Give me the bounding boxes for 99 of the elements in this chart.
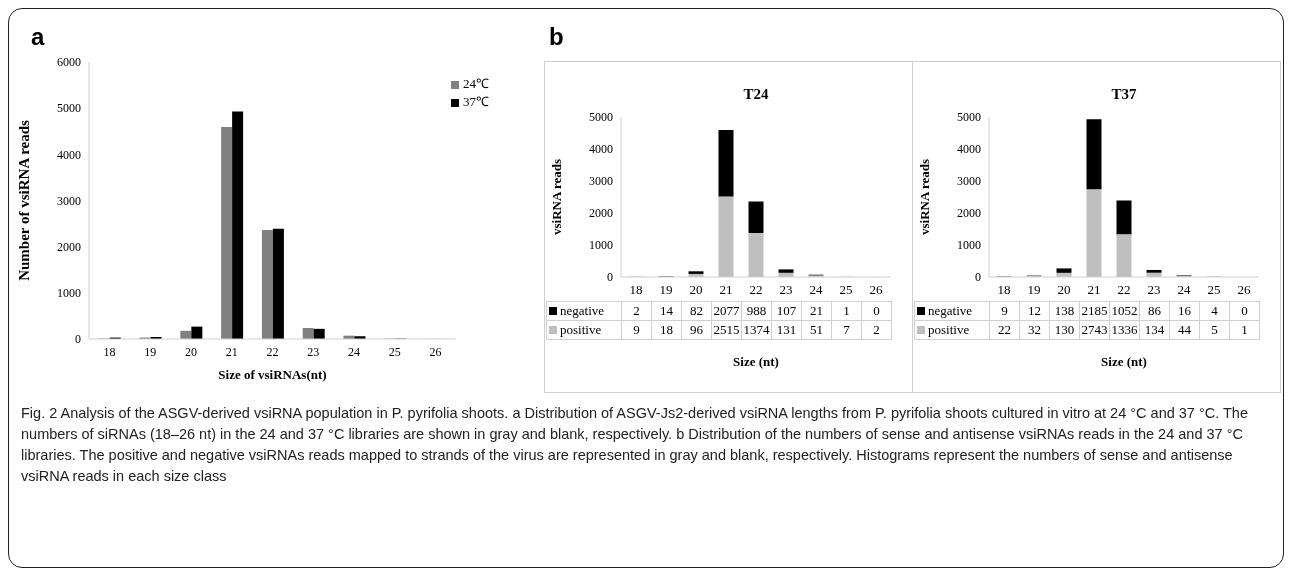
data-label: 0 bbox=[1229, 301, 1260, 321]
data-label: 5 bbox=[1199, 320, 1230, 340]
y-tick-label: 3000 bbox=[957, 174, 981, 189]
x-tick-label: 19 bbox=[659, 282, 673, 298]
x-tick-label: 22 bbox=[1117, 282, 1131, 298]
data-label: 14 bbox=[651, 301, 682, 321]
data-label: 44 bbox=[1169, 320, 1200, 340]
x-tick-label: 24 bbox=[1177, 282, 1191, 298]
x-tick-label: 25 bbox=[839, 282, 853, 298]
y-axis-title: Number of vsiRNA reads bbox=[16, 119, 33, 281]
y-tick-label: 1000 bbox=[957, 238, 981, 253]
x-tick-label: 26 bbox=[1237, 282, 1251, 298]
data-label: 1374 bbox=[741, 320, 772, 340]
x-tick-label: 21 bbox=[1087, 282, 1101, 298]
data-label: 86 bbox=[1139, 301, 1170, 321]
chart-title: T37 bbox=[1110, 86, 1138, 103]
x-tick-label: 21 bbox=[225, 344, 238, 359]
y-tick-label: 0 bbox=[75, 332, 81, 347]
data-label: 130 bbox=[1049, 320, 1080, 340]
legend-label: positive bbox=[546, 320, 622, 340]
data-label: 138 bbox=[1049, 301, 1080, 321]
data-label: 18 bbox=[651, 320, 682, 340]
data-label: 2743 bbox=[1079, 320, 1110, 340]
x-tick-label: 25 bbox=[388, 344, 401, 359]
data-label: 9 bbox=[989, 301, 1020, 321]
y-tick-label: 2000 bbox=[589, 206, 613, 221]
y-tick-label: 5000 bbox=[57, 101, 81, 116]
x-tick-label: 18 bbox=[629, 282, 643, 298]
y-tick-label: 4000 bbox=[589, 142, 613, 157]
y-tick-label: 5000 bbox=[957, 110, 981, 125]
data-label: 22 bbox=[989, 320, 1020, 340]
data-label: 7 bbox=[831, 320, 862, 340]
y-tick-label: 4000 bbox=[57, 147, 81, 162]
y-tick-label: 4000 bbox=[957, 142, 981, 157]
caption: Fig. 2 Analysis of the ASGV-derived vsiRNA population in P. pyrifolia shoots. a Distribution of ASGV-Js2-derived vsiRNA lengths from P. pyrifolia shoots cultured in vitro at 24 °C and 37 °C. The numbers of siRNAs (18–26 nt) in the 24 and 37 °C libraries are shown in gray and blank, respectively. b Distribution of the numbers of sense and antisense vsiRNAs reads in the 24 and 37 °C libraries. The positive and negative vsiRNAs reads mapped to strands of the virus are represented in gray and blank, respectively. Histograms represent the numbers of sense and antisense vsiRNA reads in each size class bbox=[21, 404, 1249, 487]
y-tick-label: 0 bbox=[975, 270, 981, 285]
x-tick-label: 23 bbox=[307, 344, 320, 359]
data-label: 1 bbox=[831, 301, 862, 321]
y-tick-label: 5000 bbox=[589, 110, 613, 125]
data-label: 32 bbox=[1019, 320, 1050, 340]
y-tick-label: 0 bbox=[607, 270, 613, 285]
data-label: 2185 bbox=[1079, 301, 1110, 321]
data-label: 51 bbox=[801, 320, 832, 340]
x-tick-label: 24 bbox=[809, 282, 823, 298]
x-tick-label: 20 bbox=[689, 282, 703, 298]
data-label: 16 bbox=[1169, 301, 1200, 321]
y-tick-label: 1000 bbox=[57, 286, 81, 301]
x-tick-label: 23 bbox=[1147, 282, 1161, 298]
data-label: 107 bbox=[771, 301, 802, 321]
legend-label: negative bbox=[914, 301, 990, 321]
data-label: 21 bbox=[801, 301, 832, 321]
x-tick-label: 26 bbox=[429, 344, 442, 359]
x-tick-label: 19 bbox=[1027, 282, 1041, 298]
y-tick-label: 6000 bbox=[57, 55, 81, 70]
chart-title: T24 bbox=[742, 86, 770, 103]
data-label: 12 bbox=[1019, 301, 1050, 321]
x-tick-label: 22 bbox=[749, 282, 763, 298]
text: a bbox=[31, 23, 45, 51]
data-label: 2 bbox=[861, 320, 892, 340]
legend-label: negative bbox=[546, 301, 622, 321]
data-label: 82 bbox=[681, 301, 712, 321]
legend-label: 24℃ bbox=[463, 76, 489, 91]
y-axis-title: vsiRNA reads bbox=[548, 159, 564, 235]
data-label: 134 bbox=[1139, 320, 1170, 340]
y-tick-label: 2000 bbox=[57, 239, 81, 254]
text: b bbox=[549, 23, 564, 51]
data-label: 1 bbox=[1229, 320, 1260, 340]
data-label: 0 bbox=[861, 301, 892, 321]
x-axis-title: Size (nt) bbox=[1100, 354, 1148, 370]
data-label: 2 bbox=[621, 301, 652, 321]
data-label: 1052 bbox=[1109, 301, 1140, 321]
x-tick-label: 23 bbox=[779, 282, 793, 298]
y-tick-label: 2000 bbox=[957, 206, 981, 221]
y-axis-title: vsiRNA reads bbox=[916, 159, 932, 235]
data-label: 9 bbox=[621, 320, 652, 340]
x-tick-label: 18 bbox=[103, 344, 116, 359]
y-tick-label: 1000 bbox=[589, 238, 613, 253]
x-axis-title: Size (nt) bbox=[732, 354, 780, 370]
data-label: 2515 bbox=[711, 320, 742, 340]
data-label: 2077 bbox=[711, 301, 742, 321]
data-label: 1336 bbox=[1109, 320, 1140, 340]
x-tick-label: 20 bbox=[184, 344, 197, 359]
x-tick-label: 25 bbox=[1207, 282, 1221, 298]
data-label: 988 bbox=[741, 301, 772, 321]
x-tick-label: 22 bbox=[266, 344, 279, 359]
legend-label: 37℃ bbox=[463, 94, 489, 109]
x-tick-label: 20 bbox=[1057, 282, 1071, 298]
data-label: 131 bbox=[771, 320, 802, 340]
x-tick-label: 24 bbox=[348, 344, 361, 359]
x-axis-title: Size of vsiRNAs(nt) bbox=[218, 367, 327, 382]
legend-label: positive bbox=[914, 320, 990, 340]
y-tick-label: 3000 bbox=[57, 193, 81, 208]
y-tick-label: 3000 bbox=[589, 174, 613, 189]
data-label: 4 bbox=[1199, 301, 1230, 321]
x-tick-label: 18 bbox=[997, 282, 1011, 298]
x-tick-label: 21 bbox=[719, 282, 733, 298]
data-label: 96 bbox=[681, 320, 712, 340]
x-tick-label: 19 bbox=[144, 344, 157, 359]
x-tick-label: 26 bbox=[869, 282, 883, 298]
